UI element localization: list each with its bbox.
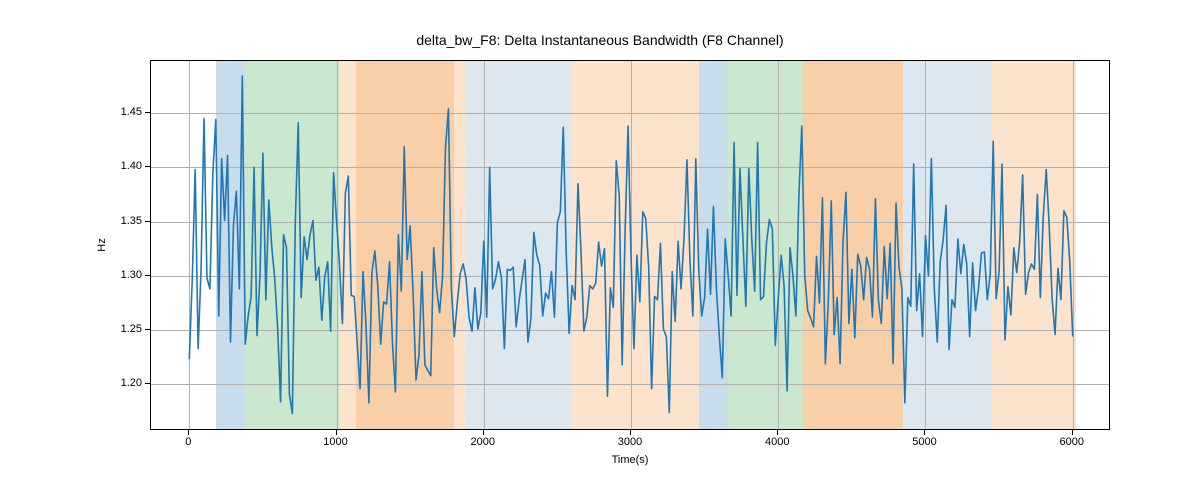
- figure: delta_bw_F8: Delta Instantaneous Bandwid…: [0, 0, 1200, 500]
- y-tick-label: 1.20: [121, 377, 142, 389]
- x-tick: [188, 430, 189, 435]
- y-tick-label: 1.30: [121, 269, 142, 281]
- y-tick-label: 1.45: [121, 106, 142, 118]
- x-tick-label: 4000: [765, 436, 789, 448]
- plot-area: [150, 60, 1110, 430]
- y-tick-label: 1.35: [121, 215, 142, 227]
- x-tick: [1072, 430, 1073, 435]
- x-tick: [483, 430, 484, 435]
- y-tick: [145, 112, 150, 113]
- x-axis-label: Time(s): [612, 454, 649, 466]
- y-tick: [145, 383, 150, 384]
- y-tick-label: 1.40: [121, 160, 142, 172]
- x-tick-label: 5000: [912, 436, 936, 448]
- x-tick-label: 3000: [618, 436, 642, 448]
- x-tick-label: 6000: [1059, 436, 1083, 448]
- x-tick-label: 0: [185, 436, 191, 448]
- x-tick-label: 1000: [323, 436, 347, 448]
- x-tick-label: 2000: [471, 436, 495, 448]
- chart-title: delta_bw_F8: Delta Instantaneous Bandwid…: [0, 32, 1200, 48]
- y-tick-label: 1.25: [121, 323, 142, 335]
- x-tick: [336, 430, 337, 435]
- x-tick: [630, 430, 631, 435]
- y-axis-label: Hz: [96, 238, 108, 251]
- x-tick: [924, 430, 925, 435]
- x-tick: [777, 430, 778, 435]
- y-tick: [145, 221, 150, 222]
- y-tick: [145, 329, 150, 330]
- y-tick: [145, 275, 150, 276]
- line-path: [189, 76, 1072, 413]
- y-tick: [145, 166, 150, 167]
- line-series: [151, 61, 1110, 430]
